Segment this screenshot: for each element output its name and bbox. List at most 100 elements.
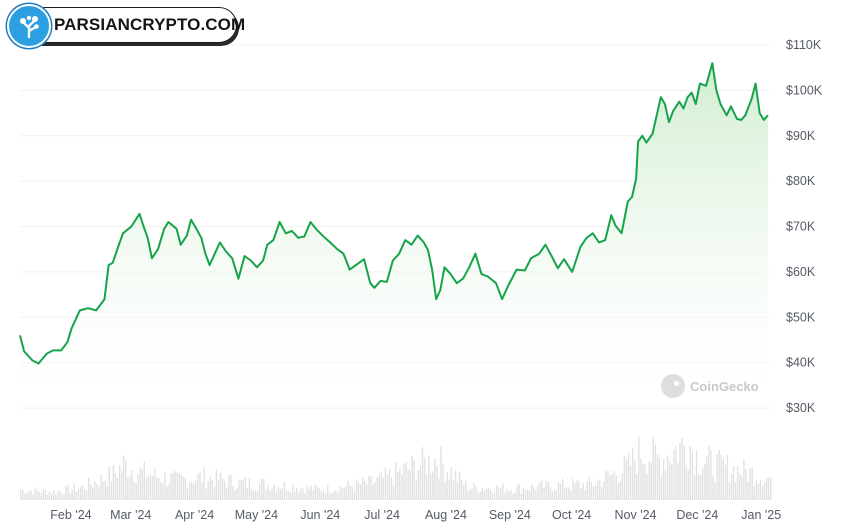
volume-bar (207, 481, 209, 500)
volume-bar (745, 469, 747, 500)
volume-bar (63, 494, 65, 500)
volume-bar (483, 490, 485, 500)
volume-bar (611, 474, 613, 500)
volume-bar (634, 461, 636, 500)
volume-bar (432, 471, 434, 500)
volume-bar (57, 490, 59, 500)
volume-bar (607, 471, 609, 500)
volume-bar (236, 488, 238, 500)
volume-bar (38, 491, 40, 500)
volume-bar (123, 455, 125, 500)
volume-bar (376, 477, 378, 500)
volume-bar (448, 479, 450, 500)
volume-bar (104, 480, 106, 500)
volume-bar (40, 493, 42, 500)
watermark-text: CoinGecko (690, 378, 759, 394)
volume-bar (520, 493, 523, 500)
volume-bar (26, 492, 28, 500)
volume-bar (450, 467, 452, 500)
volume-bar (48, 491, 51, 500)
volume-bar (599, 479, 601, 500)
volume-bar (625, 459, 628, 500)
volume-bar (475, 486, 477, 500)
y-tick-label: $100K (786, 83, 823, 97)
volume-bar (741, 476, 743, 500)
volume-bar (221, 478, 224, 500)
volume-bar (191, 481, 193, 500)
volume-bar (732, 465, 735, 500)
volume-bar (34, 487, 36, 500)
volume-bar (180, 475, 183, 500)
volume-bar (287, 490, 290, 500)
volume-bar (469, 489, 471, 500)
volume-bar (20, 489, 22, 500)
volume-bar (226, 487, 228, 500)
volume-bar (81, 485, 84, 500)
volume-bar (434, 458, 436, 500)
volume-bar (259, 483, 261, 500)
volume-bar (75, 491, 77, 500)
volume-bar (355, 479, 358, 500)
volume-bar (662, 458, 665, 500)
volume-bar (533, 487, 535, 500)
volume-bar (605, 470, 607, 500)
volume-bar (691, 451, 694, 500)
volume-bar (30, 490, 32, 500)
x-tick-label: Sep '24 (489, 508, 531, 522)
volume-bar (609, 475, 611, 500)
volume-bar (755, 480, 757, 500)
volume-bar (590, 482, 593, 500)
volume-bar (753, 486, 755, 500)
volume-bar (94, 481, 96, 500)
volume-bar (230, 474, 232, 500)
volume-bar (632, 448, 634, 500)
volume-bar (289, 492, 292, 500)
volume-bar (209, 476, 211, 500)
volume-bar (281, 488, 284, 500)
volume-bar (677, 462, 679, 500)
volume-bar (170, 473, 172, 500)
volume-bar (596, 480, 599, 500)
price-line (19, 62, 769, 365)
volume-bar (61, 493, 63, 500)
volume-bar (498, 488, 500, 500)
volume-bar (720, 455, 722, 500)
volume-bar (83, 489, 86, 500)
volume-bar (131, 470, 133, 500)
volume-bar (296, 488, 298, 500)
volume-bar (322, 490, 325, 500)
volume-bar (436, 466, 438, 500)
volume-bar (664, 470, 667, 500)
volume-bar (767, 477, 770, 500)
volume-bar (689, 446, 691, 500)
volume-bar (384, 467, 387, 500)
volume-bar (601, 487, 603, 500)
volume-bar (636, 473, 638, 500)
volume-bar (467, 491, 469, 500)
volume-bar (446, 471, 448, 500)
volume-bar (737, 466, 739, 500)
volume-bar (153, 467, 156, 500)
volume-bar (314, 484, 316, 500)
volume-bar (399, 468, 401, 500)
x-tick-label: Jul '24 (364, 508, 400, 522)
volume-bar (46, 495, 49, 500)
volume-bar (578, 481, 580, 500)
volume-bar (409, 470, 411, 500)
volume-bar (273, 484, 275, 500)
y-tick-label: $110K (786, 38, 822, 52)
volume-bar (730, 474, 733, 500)
volume-bar (285, 490, 288, 500)
brand-badge[interactable]: PARSIANCRYPTO.COM (7, 3, 245, 48)
volume-bar (617, 483, 619, 500)
volume-bar (489, 489, 492, 500)
volume-bar (528, 490, 531, 500)
volume-bar (706, 455, 708, 500)
volume-bar (228, 475, 230, 500)
volume-bar (69, 493, 71, 500)
volume-bar (642, 463, 644, 500)
volume-bar (537, 485, 539, 500)
volume-bar (275, 491, 277, 500)
volume-bar (629, 465, 632, 500)
volume-bar (592, 486, 595, 500)
